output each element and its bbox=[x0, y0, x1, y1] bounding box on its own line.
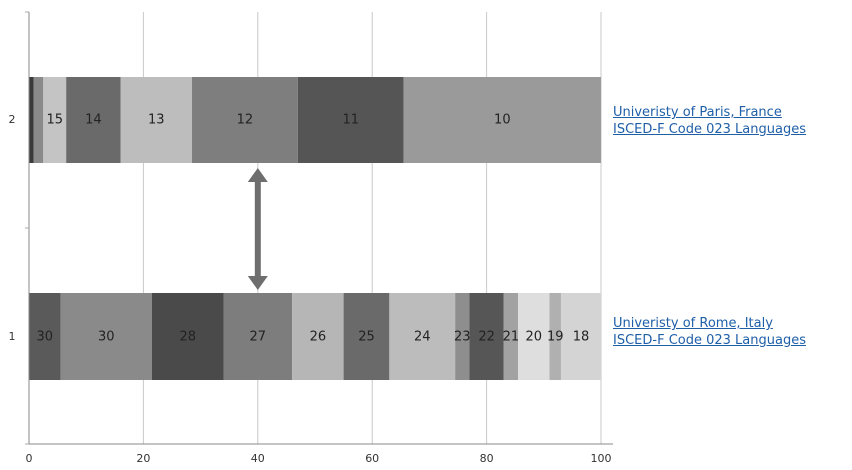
bar-2-segment-6 bbox=[297, 77, 404, 163]
bar-1-segment-0 bbox=[29, 293, 61, 380]
x-tick-label-60: 60 bbox=[365, 452, 379, 465]
bar-1-segment-8 bbox=[469, 293, 504, 380]
bar-2-segment-0 bbox=[29, 77, 34, 163]
bar-1-segment-1 bbox=[60, 293, 152, 380]
bar-1-segment-label-8: 22 bbox=[478, 330, 495, 345]
x-tick-label-80: 80 bbox=[480, 452, 494, 465]
category-label-1: 1 bbox=[9, 330, 16, 343]
bar-1-segment-label-7: 23 bbox=[454, 330, 471, 345]
bar-2-segment-label-4: 13 bbox=[148, 113, 165, 128]
legend-link-paris[interactable]: Univeristy of Paris, France ISCED-F Code… bbox=[613, 104, 806, 138]
bar-1-segment-2 bbox=[151, 293, 224, 380]
x-tick-label-100: 100 bbox=[591, 452, 612, 465]
bar-2-segment-label-5: 12 bbox=[237, 113, 254, 128]
x-tick-label-20: 20 bbox=[136, 452, 150, 465]
bar-2-segment-1 bbox=[33, 77, 44, 163]
bar-1-segment-4 bbox=[292, 293, 344, 380]
legend-link-rome[interactable]: Univeristy of Rome, Italy ISCED-F Code 0… bbox=[613, 315, 806, 349]
bar-1-segment-label-2: 28 bbox=[179, 330, 196, 345]
x-tick-label-40: 40 bbox=[251, 452, 265, 465]
legend-paris-line1[interactable]: Univeristy of Paris, France bbox=[613, 105, 782, 120]
bar-2-segment-2 bbox=[43, 77, 67, 163]
bar-1-segment-label-10: 20 bbox=[526, 330, 543, 345]
bar-1-segment-label-3: 27 bbox=[250, 330, 267, 345]
bar-1-segment-5 bbox=[343, 293, 390, 380]
bar-2-segment-4 bbox=[120, 77, 193, 163]
bar-1-segment-label-6: 24 bbox=[414, 330, 431, 345]
bar-2-segment-label-7: 10 bbox=[494, 113, 511, 128]
bar-1-segment-3 bbox=[223, 293, 293, 380]
bar-2-segment-5 bbox=[192, 77, 298, 163]
bar-1-segment-12 bbox=[560, 293, 601, 380]
legend-rome-line1[interactable]: Univeristy of Rome, Italy bbox=[613, 316, 773, 331]
bar-1-segment-label-0: 30 bbox=[36, 330, 53, 345]
bar-2-segment-7 bbox=[403, 77, 601, 163]
bar-1-segment-label-4: 26 bbox=[310, 330, 327, 345]
x-tick-label-0: 0 bbox=[26, 452, 33, 465]
legend-paris-line2[interactable]: ISCED-F Code 023 Languages bbox=[613, 122, 806, 137]
legend-rome-line2[interactable]: ISCED-F Code 023 Languages bbox=[613, 333, 806, 348]
category-label-2: 2 bbox=[9, 113, 16, 126]
bar-2-segment-label-2: 15 bbox=[46, 113, 63, 128]
bar-1-segment-label-5: 25 bbox=[358, 330, 375, 345]
bar-1-segment-6 bbox=[389, 293, 456, 380]
bar-2-segment-3 bbox=[66, 77, 121, 163]
bar-1-segment-label-12: 18 bbox=[573, 330, 590, 345]
bar-1-segment-label-1: 30 bbox=[98, 330, 115, 345]
bar-2-segment-label-3: 14 bbox=[85, 113, 102, 128]
bar-1-segment-11 bbox=[549, 293, 561, 380]
bar-2-segment-label-6: 11 bbox=[342, 113, 359, 128]
bar-1-segment-9 bbox=[503, 293, 519, 380]
double-arrow bbox=[247, 168, 268, 290]
bar-1-segment-7 bbox=[455, 293, 470, 380]
bar-1-segment-10 bbox=[518, 293, 550, 380]
bar-1-segment-label-9: 21 bbox=[503, 330, 520, 345]
bar-1-segment-label-11: 19 bbox=[547, 330, 564, 345]
